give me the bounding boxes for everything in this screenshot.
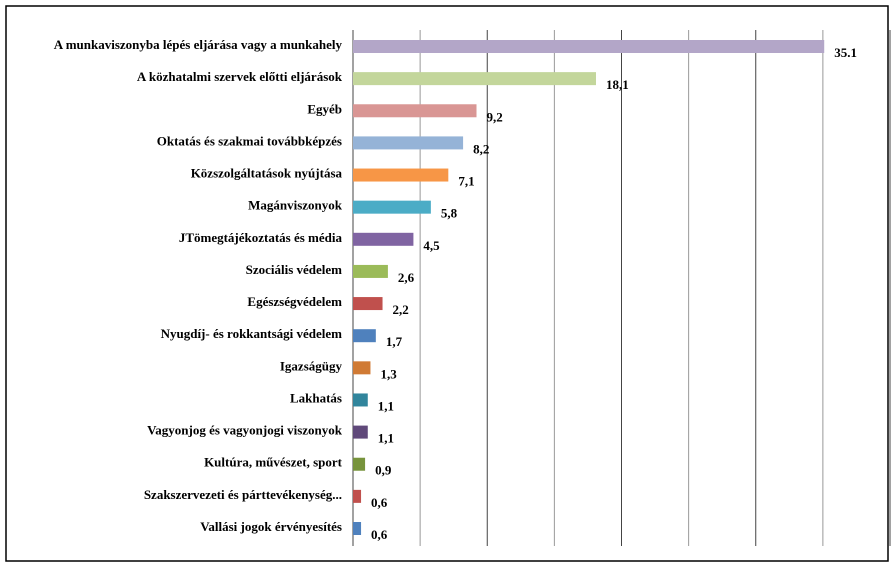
value-label: 4,5 bbox=[423, 238, 440, 253]
category-label: Szakszervezeti és párttevékenység... bbox=[144, 487, 342, 502]
bar bbox=[353, 457, 366, 471]
category-label: Vagyonjog és vagyonjogi viszonyok bbox=[147, 423, 343, 438]
category-label: Oktatás és szakmai továbbképzés bbox=[157, 133, 342, 148]
chart-frame bbox=[5, 5, 889, 562]
value-label: 7,1 bbox=[458, 174, 474, 189]
category-label: Vallási jogok érvényesítés bbox=[200, 519, 342, 534]
value-label: 9,2 bbox=[487, 109, 503, 124]
bar bbox=[353, 489, 362, 503]
bar bbox=[353, 200, 431, 214]
bar bbox=[353, 297, 383, 311]
value-label: 0,6 bbox=[371, 495, 388, 510]
category-label: Közszolgáltatások nyújtása bbox=[191, 166, 343, 181]
bar bbox=[353, 393, 368, 407]
value-label: 0,6 bbox=[371, 527, 388, 542]
category-label: Szociális védelem bbox=[246, 262, 343, 277]
category-label: Egészségvédelem bbox=[247, 294, 342, 309]
value-label: 8,2 bbox=[473, 141, 489, 156]
category-label: Igazságügy bbox=[280, 358, 343, 373]
category-label: Kultúra, művészet, sport bbox=[204, 455, 343, 470]
bar bbox=[353, 104, 477, 118]
value-label: 5,8 bbox=[441, 206, 458, 221]
bar bbox=[353, 72, 596, 86]
value-label: 1,1 bbox=[378, 398, 394, 413]
bar bbox=[353, 361, 371, 375]
bar bbox=[353, 264, 388, 278]
value-label: 18,1 bbox=[606, 77, 629, 92]
category-label: Lakhatás bbox=[290, 390, 342, 405]
bar bbox=[353, 329, 376, 343]
category-label: Egyéb bbox=[307, 101, 342, 116]
category-label: JTömegtájékoztatás és média bbox=[179, 230, 343, 245]
value-label: 1,3 bbox=[380, 366, 397, 381]
category-label: A közhatalmi szervek előtti eljárások bbox=[137, 69, 343, 84]
bar bbox=[353, 522, 362, 535]
bar bbox=[353, 168, 449, 182]
bar bbox=[353, 232, 414, 246]
value-label: 1,1 bbox=[378, 431, 394, 446]
category-label: Magánviszonyok bbox=[248, 198, 343, 213]
category-label: A munkaviszonyba lépés eljárása vagy a m… bbox=[54, 37, 343, 52]
value-label: 1,7 bbox=[386, 334, 403, 349]
value-label: 2,2 bbox=[393, 302, 409, 317]
value-label: 35.1 bbox=[834, 45, 857, 60]
value-label: 0,9 bbox=[375, 463, 392, 478]
bar bbox=[353, 425, 368, 439]
value-label: 2,6 bbox=[398, 270, 415, 285]
category-label: Nyugdíj- és rokkantsági védelem bbox=[161, 326, 343, 341]
bar bbox=[353, 40, 825, 53]
bar bbox=[353, 136, 464, 150]
